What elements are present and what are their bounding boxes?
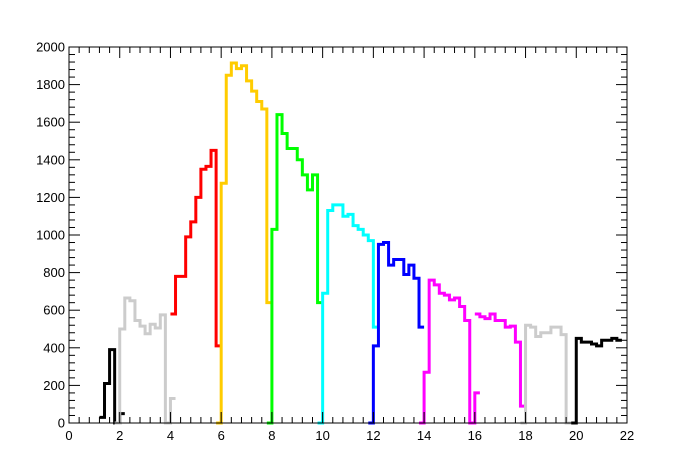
y-tick-label: 1800 (36, 77, 65, 92)
x-tick-label: 22 (620, 428, 634, 443)
series-4-line (266, 113, 323, 425)
x-tick-label: 6 (218, 428, 225, 443)
series-6-line (368, 241, 425, 425)
y-tick-label: 400 (43, 340, 65, 355)
y-tick-label: 2000 (36, 40, 65, 55)
plot-frame (68, 46, 628, 424)
series-9-line (520, 323, 572, 425)
y-tick-label: 1400 (36, 152, 65, 167)
series-layer (99, 61, 622, 425)
x-tick-label: 2 (116, 428, 123, 443)
x-tick-label: 12 (366, 428, 380, 443)
series-10-line (571, 336, 622, 425)
x-tick-label: 20 (569, 428, 583, 443)
y-tick-label: 1000 (36, 228, 65, 243)
axes-layer: 0 2 4 6 8 10 12 14 16 18 20 22 0 200 400 600 800 1000 1200… (36, 40, 634, 444)
x-tick-label: 10 (315, 428, 329, 443)
y-tick-label: 200 (43, 378, 65, 393)
series-2-line (170, 148, 222, 348)
series-3-line (216, 61, 272, 425)
x-tick-label: 18 (518, 428, 532, 443)
y-axis: 0 200 400 600 800 1000 1200 1400 1600 1800 2000 (36, 40, 627, 431)
y-tick-label: 800 (43, 265, 65, 280)
x-axis: 0 2 4 6 8 10 12 14 16 18 20 22 (65, 47, 634, 443)
x-tick-label: 4 (167, 428, 174, 443)
series-8-line (474, 312, 526, 408)
y-tick-label: 1600 (36, 115, 65, 130)
y-tick-label: 600 (43, 303, 65, 318)
series-7-line (419, 278, 480, 425)
x-tick-label: 14 (417, 428, 431, 443)
y-tick-label: 0 (58, 416, 65, 431)
x-tick-label: 0 (65, 428, 72, 443)
x-tick-label: 8 (268, 428, 275, 443)
series-5-line (317, 203, 379, 425)
series-1-line (114, 296, 176, 425)
y-tick-label: 1200 (36, 190, 65, 205)
x-tick-label: 16 (468, 428, 482, 443)
